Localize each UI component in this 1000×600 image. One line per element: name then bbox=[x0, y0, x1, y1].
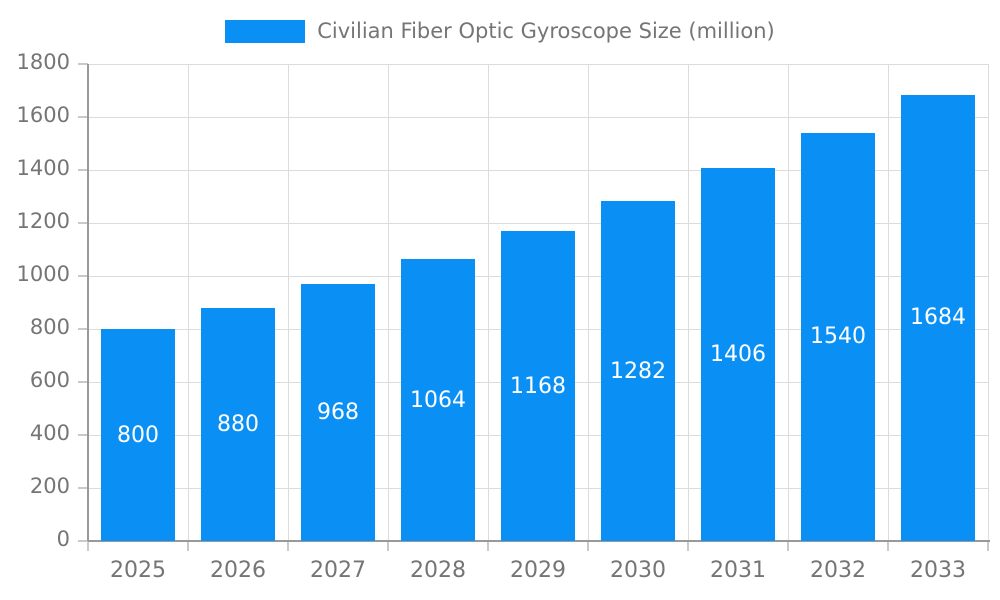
bar-value-label: 1684 bbox=[910, 305, 966, 331]
y-axis-tick bbox=[78, 328, 88, 330]
bar-2026: 880 bbox=[201, 307, 275, 541]
x-axis-tick bbox=[787, 541, 789, 551]
vertical-gridline bbox=[887, 64, 889, 541]
y-axis-tick bbox=[78, 275, 88, 277]
x-axis-label: 2026 bbox=[210, 558, 266, 583]
vertical-gridline bbox=[987, 64, 989, 541]
vertical-gridline bbox=[187, 64, 189, 541]
y-axis-tick bbox=[78, 222, 88, 224]
bar-value-label: 1406 bbox=[710, 342, 766, 368]
y-axis-tick bbox=[78, 381, 88, 383]
bar-2030: 1282 bbox=[601, 201, 675, 541]
y-axis-label: 1000 bbox=[16, 262, 70, 286]
x-axis-label: 2027 bbox=[310, 558, 366, 583]
bar-value-label: 800 bbox=[117, 422, 159, 448]
x-axis-label: 2025 bbox=[110, 558, 166, 583]
y-axis-tick bbox=[78, 540, 88, 542]
x-axis-label: 2030 bbox=[610, 558, 666, 583]
bar-value-label: 1064 bbox=[410, 387, 466, 413]
y-axis-tick bbox=[78, 434, 88, 436]
horizontal-gridline bbox=[88, 222, 988, 224]
bar-2032: 1540 bbox=[801, 132, 875, 541]
x-axis-tick bbox=[687, 541, 689, 551]
bar-2028: 1064 bbox=[401, 259, 475, 541]
y-axis-label: 1800 bbox=[16, 50, 70, 74]
vertical-gridline bbox=[587, 64, 589, 541]
x-axis-tick bbox=[487, 541, 489, 551]
bar-value-label: 968 bbox=[317, 400, 359, 426]
bar-value-label: 1168 bbox=[510, 373, 566, 399]
y-axis-tick bbox=[78, 63, 88, 65]
legend-series-label: Civilian Fiber Optic Gyroscope Size (mil… bbox=[317, 19, 775, 43]
y-axis-tick bbox=[78, 116, 88, 118]
horizontal-gridline bbox=[88, 169, 988, 171]
horizontal-gridline bbox=[88, 116, 988, 118]
bar-2025: 800 bbox=[101, 329, 175, 541]
x-axis-label: 2029 bbox=[510, 558, 566, 583]
vertical-gridline bbox=[287, 64, 289, 541]
y-axis-tick bbox=[78, 487, 88, 489]
y-axis-label: 200 bbox=[29, 474, 70, 498]
vertical-gridline bbox=[487, 64, 489, 541]
x-axis-tick bbox=[387, 541, 389, 551]
y-axis-label: 600 bbox=[29, 368, 70, 392]
bar-2029: 1168 bbox=[501, 231, 575, 541]
vertical-gridline bbox=[387, 64, 389, 541]
x-axis-tick bbox=[987, 541, 989, 551]
x-axis-label: 2032 bbox=[810, 558, 866, 583]
bar-value-label: 1282 bbox=[610, 358, 666, 384]
y-axis-label: 0 bbox=[56, 527, 70, 551]
x-axis-tick bbox=[87, 541, 89, 551]
x-axis-line bbox=[88, 540, 990, 542]
bar-2027: 968 bbox=[301, 284, 375, 541]
x-axis-tick bbox=[287, 541, 289, 551]
horizontal-gridline bbox=[88, 63, 988, 65]
x-axis-tick bbox=[187, 541, 189, 551]
legend-color-swatch bbox=[225, 20, 306, 43]
bar-value-label: 880 bbox=[217, 411, 259, 437]
vertical-gridline bbox=[787, 64, 789, 541]
y-axis-label: 1200 bbox=[16, 209, 70, 233]
x-axis-tick bbox=[887, 541, 889, 551]
chart-legend: Civilian Fiber Optic Gyroscope Size (mil… bbox=[0, 18, 1000, 45]
y-axis-label: 800 bbox=[29, 315, 70, 339]
bar-2033: 1684 bbox=[901, 94, 975, 541]
vertical-gridline bbox=[687, 64, 689, 541]
y-axis-label: 1400 bbox=[16, 156, 70, 180]
bar-value-label: 1540 bbox=[810, 324, 866, 350]
y-axis-line bbox=[87, 64, 89, 541]
x-axis-tick bbox=[587, 541, 589, 551]
x-axis-label: 2028 bbox=[410, 558, 466, 583]
y-axis-label: 1600 bbox=[16, 103, 70, 127]
y-axis-tick bbox=[78, 169, 88, 171]
y-axis-label: 400 bbox=[29, 421, 70, 445]
bar-2031: 1406 bbox=[701, 168, 775, 541]
x-axis-label: 2031 bbox=[710, 558, 766, 583]
x-axis-label: 2033 bbox=[910, 558, 966, 583]
